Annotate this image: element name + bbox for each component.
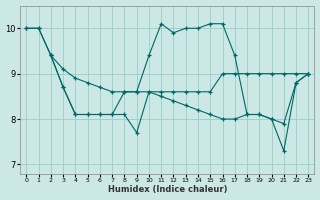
X-axis label: Humidex (Indice chaleur): Humidex (Indice chaleur) (108, 185, 227, 194)
